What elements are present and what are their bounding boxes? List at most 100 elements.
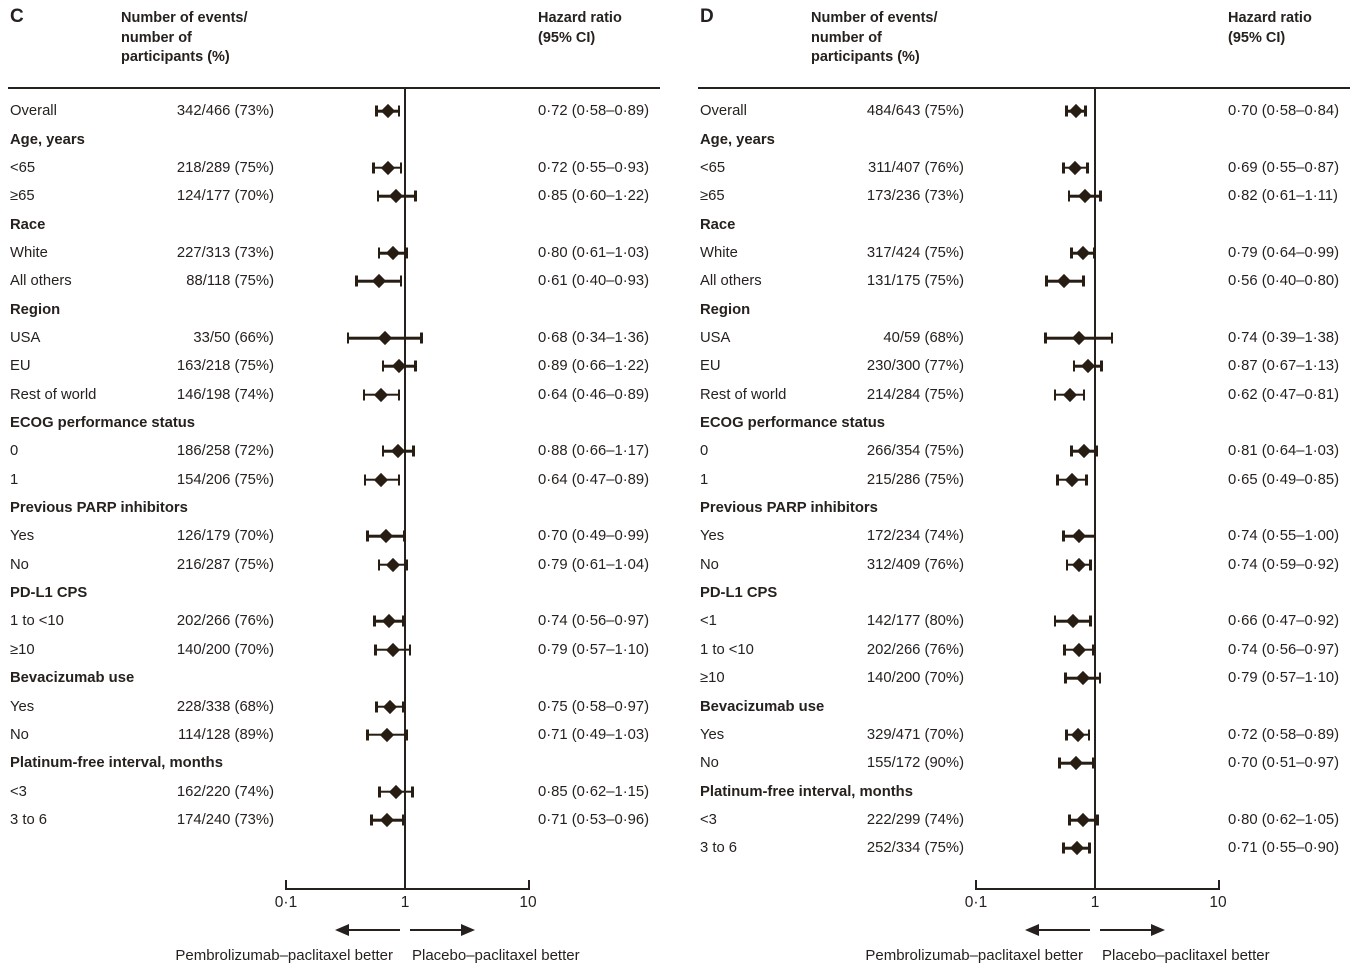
hr-header-line: Hazard ratio [538, 10, 622, 26]
ci-cap-low [1070, 247, 1073, 259]
left-arrow-line [348, 928, 400, 931]
events-value: 155/172 (90%) [866, 755, 964, 772]
hr-ci-value: 0·71 (0·49–1·03) [538, 726, 650, 743]
forest-row: 0 266/354 (75%) 0·81 (0·64–1·03) [698, 437, 1356, 465]
subgroup-header-row: Race [698, 210, 1356, 238]
row-label: PD-L1 CPS [700, 585, 778, 602]
x-axis-tick [1217, 880, 1220, 890]
ci-cap-high [1099, 190, 1102, 202]
subgroup-header-row: Platinum-free interval, months [8, 749, 666, 777]
row-label: 3 to 6 [700, 840, 738, 857]
row-label: Race [10, 216, 46, 233]
hr-ci-value: 0·79 (0·57–1·10) [538, 641, 650, 658]
row-label: Platinum-free interval, months [700, 783, 913, 800]
ci-cap-low [1062, 162, 1065, 174]
ci-cap-high [1085, 474, 1088, 486]
ci-cap-high [1096, 814, 1099, 826]
hr-point-diamond [1069, 104, 1084, 119]
events-header-line: Number of events/ [121, 10, 248, 26]
ci-cap-high [1100, 360, 1103, 372]
forest-row: Rest of world 146/198 (74%) 0·64 (0·46–0·8… [8, 381, 666, 409]
row-label: Yes [10, 528, 35, 545]
hr-point-diamond [1069, 756, 1084, 771]
hr-point-diamond [374, 472, 389, 487]
forest-row: <1 142/177 (80%) 0·66 (0·47–0·92) [698, 607, 1356, 635]
row-label: <65 [10, 159, 36, 176]
row-label: All others [700, 273, 762, 290]
forest-row: USA 40/59 (68%) 0·74 (0·39–1·38) [698, 324, 1356, 352]
events-value: 342/466 (73%) [176, 103, 274, 120]
row-label: Race [700, 216, 736, 233]
right-arrow-head-icon [461, 923, 475, 936]
row-label: USA [10, 329, 41, 346]
events-value: 312/409 (76%) [866, 556, 964, 573]
hr-point-diamond [382, 699, 397, 714]
ci-cap-high [1093, 247, 1096, 259]
events-value: 266/354 (75%) [866, 443, 964, 460]
ci-cap-high [405, 247, 408, 259]
events-value: 172/234 (74%) [866, 528, 964, 545]
forest-row: Yes 228/338 (68%) 0·75 (0·58–0·97) [8, 692, 666, 720]
events-value: 252/334 (75%) [866, 840, 964, 857]
row-label: Bevacizumab use [700, 698, 825, 715]
forest-row: Overall 484/643 (75%) 0·70 (0·58–0·84) [698, 97, 1356, 125]
row-label: 0 [10, 443, 19, 460]
hr-ci-value: 0·70 (0·58–0·84) [1228, 103, 1340, 120]
ci-cap-low [1045, 275, 1048, 287]
ci-cap-high [397, 105, 401, 117]
hr-ci-value: 0·82 (0·61–1·11) [1228, 188, 1338, 205]
ci-cap-high [403, 530, 406, 542]
ci-cap-high [402, 701, 405, 713]
row-label: ≥10 [10, 641, 35, 658]
forest-row: USA 33/50 (66%) 0·68 (0·34–1·36) [8, 324, 666, 352]
right-arrow-line [1100, 928, 1152, 931]
ci-cap-high [397, 389, 401, 401]
hr-point-diamond [1075, 245, 1090, 260]
events-header-line: Number of events/ [811, 10, 938, 26]
ci-cap-low [378, 786, 382, 798]
hr-point-diamond [1076, 812, 1091, 827]
left-arrow-line [1038, 928, 1090, 931]
left-arrow-head-icon [335, 923, 349, 936]
hr-header-line: (95% CI) [1228, 29, 1286, 46]
events-value: 124/177 (70%) [176, 188, 274, 205]
ci-cap-low [1053, 615, 1057, 627]
left-direction-label: Pembrolizumab–paclitaxel better [175, 947, 393, 964]
ci-cap-low [370, 814, 373, 826]
hr-point-diamond [379, 812, 394, 827]
subgroup-header-row: PD-L1 CPS [8, 579, 666, 607]
subgroup-header-row: Bevacizumab use [698, 692, 1356, 720]
row-label: 0 [700, 443, 709, 460]
hr-ci-value: 0·87 (0·67–1·13) [1228, 358, 1340, 375]
subgroup-header-row: Previous PARP inhibitors [698, 494, 1356, 522]
row-label: EU [700, 358, 721, 375]
row-label: Region [700, 301, 751, 318]
events-value: 174/240 (73%) [176, 811, 274, 828]
hr-ci-value: 0·62 (0·47–0·81) [1228, 386, 1340, 403]
hr-header-line: (95% CI) [538, 29, 596, 46]
left-arrow-head-icon [1025, 923, 1039, 936]
forest-row: White 227/313 (73%) 0·80 (0·61–1·03) [8, 239, 666, 267]
row-label: Rest of world [10, 386, 97, 403]
hr-point-diamond [386, 245, 401, 260]
header-divider-rule [698, 87, 1350, 89]
events-value: 222/299 (74%) [866, 811, 964, 828]
hr-point-diamond [1070, 727, 1085, 742]
forest-row: 3 to 6 174/240 (73%) 0·71 (0·53–0·96) [8, 806, 666, 834]
events-value: 163/218 (75%) [176, 358, 274, 375]
hr-point-diamond [1076, 444, 1091, 459]
forest-row: 1 215/286 (75%) 0·65 (0·49–0·85) [698, 466, 1356, 494]
ci-cap-low [376, 190, 380, 202]
ci-cap-high [402, 615, 405, 627]
hr-point-diamond [385, 557, 400, 572]
ci-cap-low [1068, 814, 1072, 826]
row-label: Region [10, 301, 61, 318]
hr-ci-value: 0·79 (0·64–0·99) [1228, 244, 1340, 261]
row-label: 1 [10, 471, 19, 488]
hr-ci-value: 0·88 (0·66–1·17) [538, 443, 650, 460]
events-value: 186/258 (72%) [176, 443, 274, 460]
row-label: Bevacizumab use [10, 670, 135, 687]
ci-cap-high [408, 644, 412, 656]
ci-cap-high [414, 190, 417, 202]
hr-point-diamond [377, 330, 392, 346]
